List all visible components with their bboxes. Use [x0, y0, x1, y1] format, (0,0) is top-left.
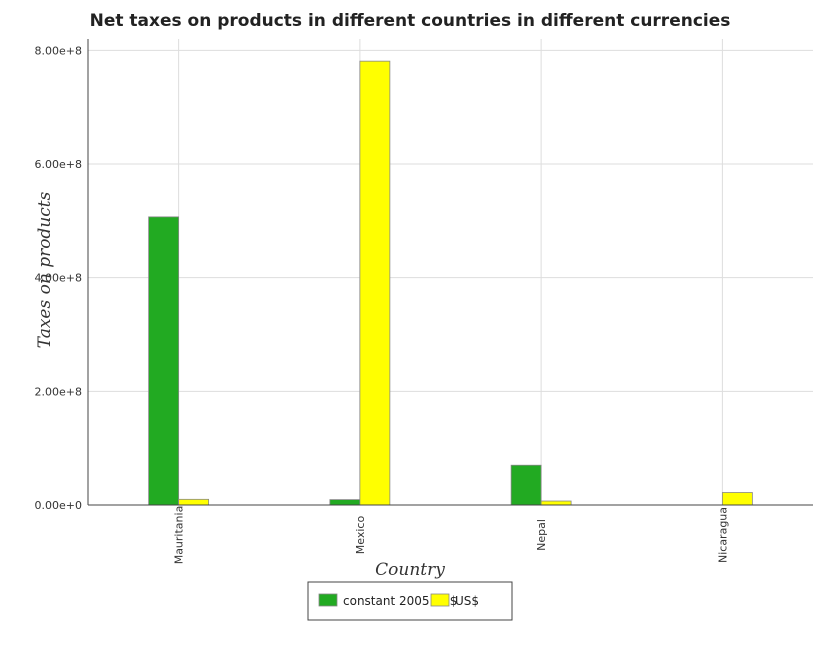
y-tick-label: 0.00e+0: [35, 499, 82, 512]
x-tick-label: Mexico: [354, 516, 367, 555]
legend-swatch: [318, 593, 338, 607]
bar-US$: [721, 492, 753, 506]
bar-US$: [178, 498, 210, 506]
bar-constant 2005 US$: [148, 216, 180, 506]
y-tick-label: 2.00e+8: [35, 385, 82, 398]
x-axis-title: Country: [375, 560, 445, 580]
legend: constant 2005 US$US$: [307, 581, 513, 621]
legend-swatch: [430, 593, 450, 607]
plot-area: 0.00e+0 2.00e+8 4.00e+8 6.00e+8 8.00e+8 Mauri…: [35, 39, 813, 564]
plot-background: [88, 39, 813, 505]
legend-box: [307, 581, 513, 621]
x-tick-label: Mauritania: [173, 506, 186, 565]
y-tick-label: 8.00e+8: [35, 44, 82, 57]
y-tick-label: 6.00e+8: [35, 158, 82, 171]
legend-label: US$: [455, 594, 479, 608]
y-axis-title: Taxes on products: [35, 191, 55, 348]
bar-US$: [540, 500, 572, 506]
bar-constant 2005 US$: [329, 499, 361, 506]
x-tick-label: Nepal: [535, 519, 548, 551]
legend-label: constant 2005 US$: [343, 594, 457, 608]
bar-constant 2005 US$: [510, 464, 542, 506]
y-tick-label: 4.00e+8: [35, 272, 82, 285]
bar-US$: [359, 60, 391, 506]
chart-title: Net taxes on products in different count…: [90, 11, 731, 31]
x-tick-label: Nicaragua: [716, 507, 729, 563]
